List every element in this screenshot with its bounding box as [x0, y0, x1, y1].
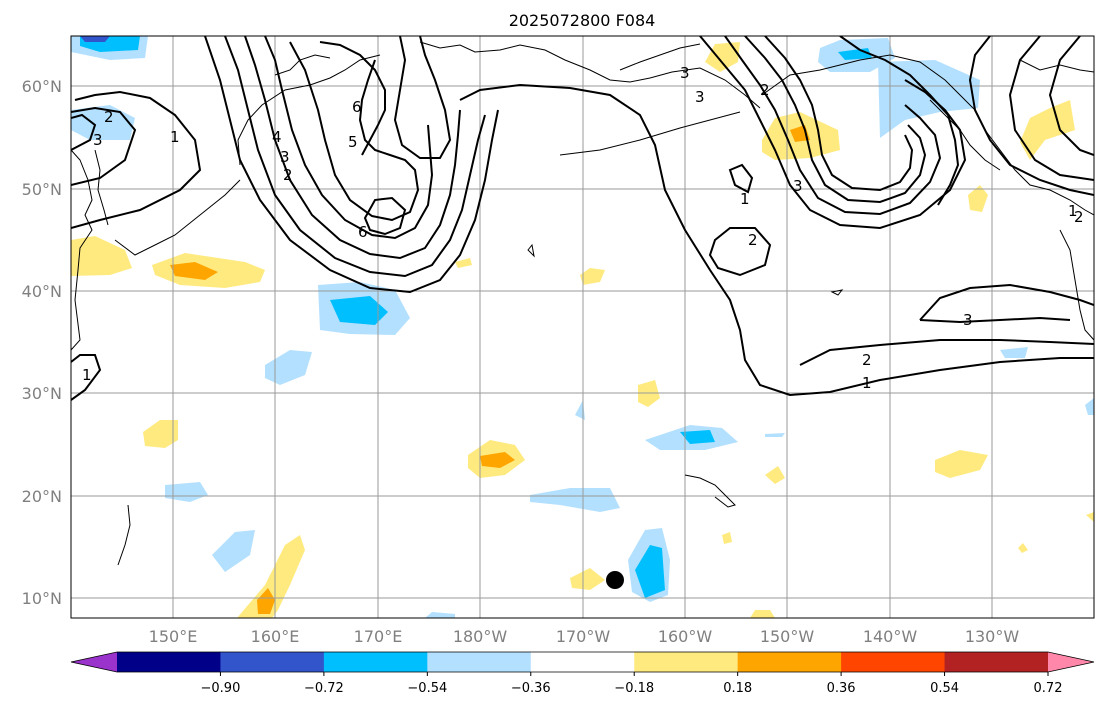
contour-label: 2 [283, 166, 293, 184]
lat-label: 50°N [22, 180, 62, 199]
colorbar-extend-min [71, 652, 117, 672]
colorbar-segment [530, 652, 635, 672]
lon-label: 130°W [965, 627, 1020, 646]
contours [71, 36, 1094, 401]
map-title: 2025072800 F084 [509, 11, 656, 30]
colorbar-tick-label: 0.72 [1034, 681, 1063, 696]
contour-label: 2 [748, 231, 758, 249]
colorbar-segment [220, 652, 325, 672]
colorbar-extend-max [1048, 652, 1094, 672]
contour-label: 3 [280, 148, 290, 166]
latitude-labels: 60°N 50°N 40°N 30°N 20°N 10°N [22, 77, 62, 608]
contour-label: 3 [93, 131, 103, 149]
colorbar-tick-label: −0.90 [201, 681, 241, 696]
lon-label: 170°W [556, 627, 611, 646]
colorbar-tick-label: −0.18 [614, 681, 654, 696]
contour-label: 1 [1068, 202, 1078, 220]
contour-label: 1 [82, 366, 92, 384]
contour-label: 2 [760, 81, 770, 99]
colorbar-tick-label: −0.72 [304, 681, 344, 696]
colorbar-outline [70, 651, 1095, 673]
lon-label: 150°E [149, 627, 198, 646]
colorbar-tick-label: −0.54 [407, 681, 447, 696]
contour-label: 3 [680, 64, 690, 82]
lon-label: 140°W [863, 627, 918, 646]
colorbar-tick-label: −0.36 [511, 681, 551, 696]
contour-label: 5 [348, 133, 358, 151]
location-marker [606, 571, 624, 589]
negative-anomaly-shading [71, 36, 1094, 618]
lon-label: 150°W [760, 627, 815, 646]
contour-label: 3 [963, 311, 973, 329]
colorbar-segment [841, 652, 946, 672]
contour-label: 4 [272, 128, 282, 146]
colorbar-segment [427, 652, 532, 672]
colorbar-tick-label: 0.36 [827, 681, 856, 696]
lat-label: 20°N [22, 487, 62, 506]
contour-label: 3 [695, 88, 705, 106]
lon-label: 160°W [658, 627, 713, 646]
lat-label: 10°N [22, 589, 62, 608]
map-panel: 2 1 3 1 4 3 2 5 6 6 3 3 1 2 3 2 1 3 2 1 … [71, 36, 1094, 618]
lon-label: 180°W [453, 627, 508, 646]
colorbar-tick-label: 0.54 [930, 681, 959, 696]
contour-label: 2 [104, 108, 114, 126]
lon-label: 170°E [354, 627, 403, 646]
contour-label: 2 [1074, 208, 1084, 226]
colorbar-tick-label: 0.18 [723, 681, 752, 696]
contour-label: 6 [358, 223, 368, 241]
contour-label: 3 [793, 177, 803, 195]
colorbar-segment [323, 652, 428, 672]
contour-labels: 2 1 3 1 4 3 2 5 6 6 3 3 1 2 3 2 1 3 2 1 … [82, 64, 1084, 392]
longitude-labels: 150°E 160°E 170°E 180°W 170°W 160°W 150°… [149, 627, 1020, 646]
lat-label: 30°N [22, 384, 62, 403]
lat-label: 40°N [22, 282, 62, 301]
colorbar-segment [117, 652, 221, 672]
colorbar-segment [634, 652, 739, 672]
colorbar-segment [944, 652, 1049, 672]
contour-label: 1 [740, 190, 750, 208]
positive-anomaly-shading [71, 42, 1094, 618]
colorbar: −0.90 −0.72 −0.54 −0.36 −0.18 0.18 0.36 0.54 0.7… [70, 651, 1095, 696]
contour-label: 2 [862, 351, 872, 369]
lon-label: 160°E [251, 627, 300, 646]
contour-label: 6 [352, 98, 362, 116]
contour-label: 1 [862, 374, 872, 392]
lat-label: 60°N [22, 77, 62, 96]
contour-label: 1 [170, 128, 180, 146]
colorbar-segment [737, 652, 842, 672]
map-frame [70, 35, 1095, 619]
